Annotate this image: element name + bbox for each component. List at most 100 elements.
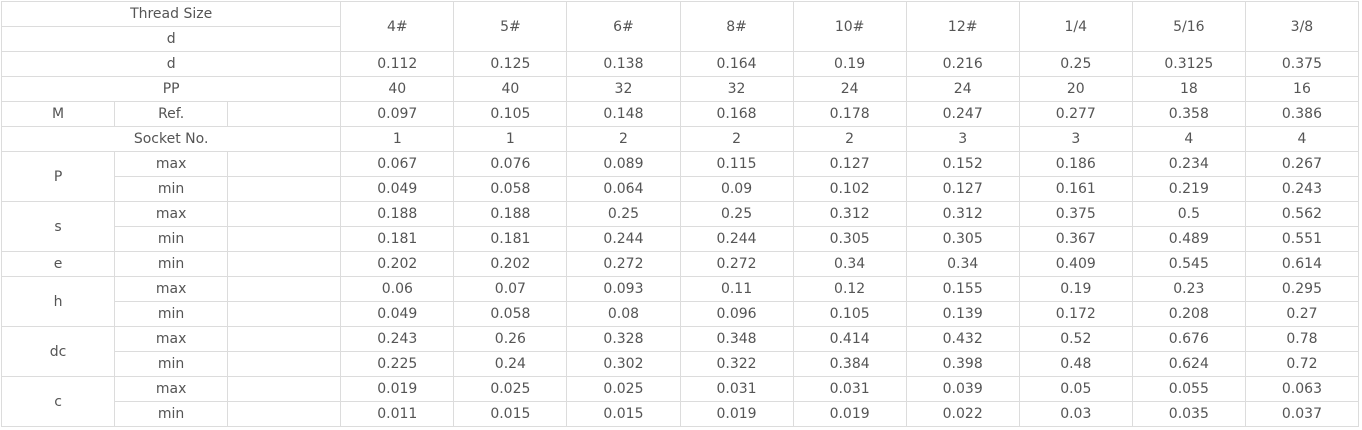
value-cell: 0.272 <box>566 251 681 277</box>
value-cell: 0.12 <box>792 276 907 302</box>
value-cell: 1 <box>453 126 568 152</box>
value-cell: 0.272 <box>679 251 794 277</box>
empty-cell <box>227 101 342 127</box>
value-cell: 0.105 <box>453 101 568 127</box>
value-cell: 0.093 <box>566 276 681 302</box>
sub-label: min <box>114 176 229 202</box>
value-cell: 0.138 <box>566 51 681 77</box>
column-header: 10# <box>792 1 907 52</box>
value-cell: 0.03 <box>1018 401 1133 427</box>
value-cell: 0.23 <box>1131 276 1246 302</box>
value-cell: 0.164 <box>679 51 794 77</box>
sub-label: min <box>114 226 229 252</box>
value-cell: 0.375 <box>1018 201 1133 227</box>
value-cell: 0.551 <box>1244 226 1360 252</box>
value-cell: 0.161 <box>1018 176 1133 202</box>
value-cell: 0.432 <box>905 326 1020 352</box>
value-cell: 0.48 <box>1018 351 1133 377</box>
value-cell: 0.186 <box>1018 151 1133 177</box>
value-cell: 0.09 <box>679 176 794 202</box>
value-cell: 0.305 <box>792 226 907 252</box>
group-label: c <box>0 376 116 427</box>
value-cell: 0.035 <box>1131 401 1246 427</box>
value-cell: 0.5 <box>1131 201 1246 227</box>
empty-cell <box>227 401 342 427</box>
value-cell: 2 <box>679 126 794 152</box>
empty-cell <box>227 276 342 302</box>
value-cell: 0.172 <box>1018 301 1133 327</box>
value-cell: 0.06 <box>340 276 455 302</box>
value-cell: 0.398 <box>905 351 1020 377</box>
value-cell: 0.07 <box>453 276 568 302</box>
value-cell: 0.545 <box>1131 251 1246 277</box>
value-cell: 0.244 <box>679 226 794 252</box>
table-row: min 0.181 0.181 0.244 0.244 0.305 0.305 0.367 0.… <box>2 226 1360 252</box>
value-cell: 0.105 <box>792 301 907 327</box>
column-header: 5/16 <box>1131 1 1246 52</box>
value-cell: 0.058 <box>453 176 568 202</box>
value-cell: 0.312 <box>905 201 1020 227</box>
value-cell: 0.367 <box>1018 226 1133 252</box>
value-cell: 0.155 <box>905 276 1020 302</box>
value-cell: 0.25 <box>1018 51 1133 77</box>
value-cell: 16 <box>1244 76 1360 102</box>
value-cell: 0.202 <box>453 251 568 277</box>
table-row: M Ref. 0.097 0.105 0.148 0.168 0.178 0.247 0.277… <box>0 101 1360 127</box>
value-cell: 0.019 <box>340 376 455 402</box>
group-label: e <box>0 251 116 277</box>
empty-cell <box>227 251 342 277</box>
value-cell: 0.247 <box>905 101 1020 127</box>
column-header: 1/4 <box>1018 1 1133 52</box>
value-cell: 0.277 <box>1018 101 1133 127</box>
value-cell: 4 <box>1131 126 1246 152</box>
sub-label: min <box>114 401 229 427</box>
value-cell: 0.102 <box>792 176 907 202</box>
value-cell: 0.414 <box>792 326 907 352</box>
value-cell: 0.375 <box>1244 51 1360 77</box>
empty-cell <box>227 176 342 202</box>
table-row: c max 0.019 0.025 0.025 0.031 0.031 0.039 0.05 0.… <box>0 376 1360 427</box>
table-row: PP 40 40 32 32 24 24 20 18 16 <box>0 76 1360 102</box>
value-cell: 24 <box>792 76 907 102</box>
value-cell: 0.312 <box>792 201 907 227</box>
value-cell: 0.181 <box>453 226 568 252</box>
value-cell: 0.25 <box>566 201 681 227</box>
value-cell: 0.097 <box>340 101 455 127</box>
value-cell: 32 <box>679 76 794 102</box>
value-cell: 0.384 <box>792 351 907 377</box>
value-cell: 0.115 <box>679 151 794 177</box>
value-cell: 0.614 <box>1244 251 1360 277</box>
value-cell: 0.181 <box>340 226 455 252</box>
group-label: h <box>0 276 116 327</box>
sub-label: max <box>114 276 229 302</box>
empty-cell <box>227 351 342 377</box>
table-row: s max 0.188 0.188 0.25 0.25 0.312 0.312 0.375 0.5… <box>0 201 1360 252</box>
value-cell: 0.322 <box>679 351 794 377</box>
value-cell: 18 <box>1131 76 1246 102</box>
value-cell: 0.025 <box>566 376 681 402</box>
table-row: min 0.225 0.24 0.302 0.322 0.384 0.398 0.48 0.62… <box>2 351 1360 377</box>
value-cell: 1 <box>340 126 455 152</box>
value-cell: 0.037 <box>1244 401 1360 427</box>
table-row: min 0.049 0.058 0.064 0.09 0.102 0.127 0.161 0.2… <box>2 176 1360 202</box>
value-cell: 0.34 <box>792 251 907 277</box>
value-cell: 0.386 <box>1244 101 1360 127</box>
value-cell: 4 <box>1244 126 1360 152</box>
table-row: d 0.112 0.125 0.138 0.164 0.19 0.216 0.25 0.3125… <box>0 51 1360 77</box>
empty-cell <box>227 226 342 252</box>
table-row: e min 0.202 0.202 0.272 0.272 0.34 0.34 0.409 0.5… <box>0 251 1360 277</box>
empty-cell <box>227 376 342 402</box>
value-cell: 0.139 <box>905 301 1020 327</box>
value-cell: 0.489 <box>1131 226 1246 252</box>
row-label: d <box>0 51 342 77</box>
value-cell: 0.72 <box>1244 351 1360 377</box>
header-label: d <box>0 26 342 52</box>
group-label: dc <box>0 326 116 377</box>
value-cell: 0.112 <box>340 51 455 77</box>
value-cell: 3 <box>905 126 1020 152</box>
value-cell: 0.064 <box>566 176 681 202</box>
value-cell: 0.127 <box>905 176 1020 202</box>
sub-label: min <box>114 351 229 377</box>
value-cell: 0.05 <box>1018 376 1133 402</box>
value-cell: 0.022 <box>905 401 1020 427</box>
